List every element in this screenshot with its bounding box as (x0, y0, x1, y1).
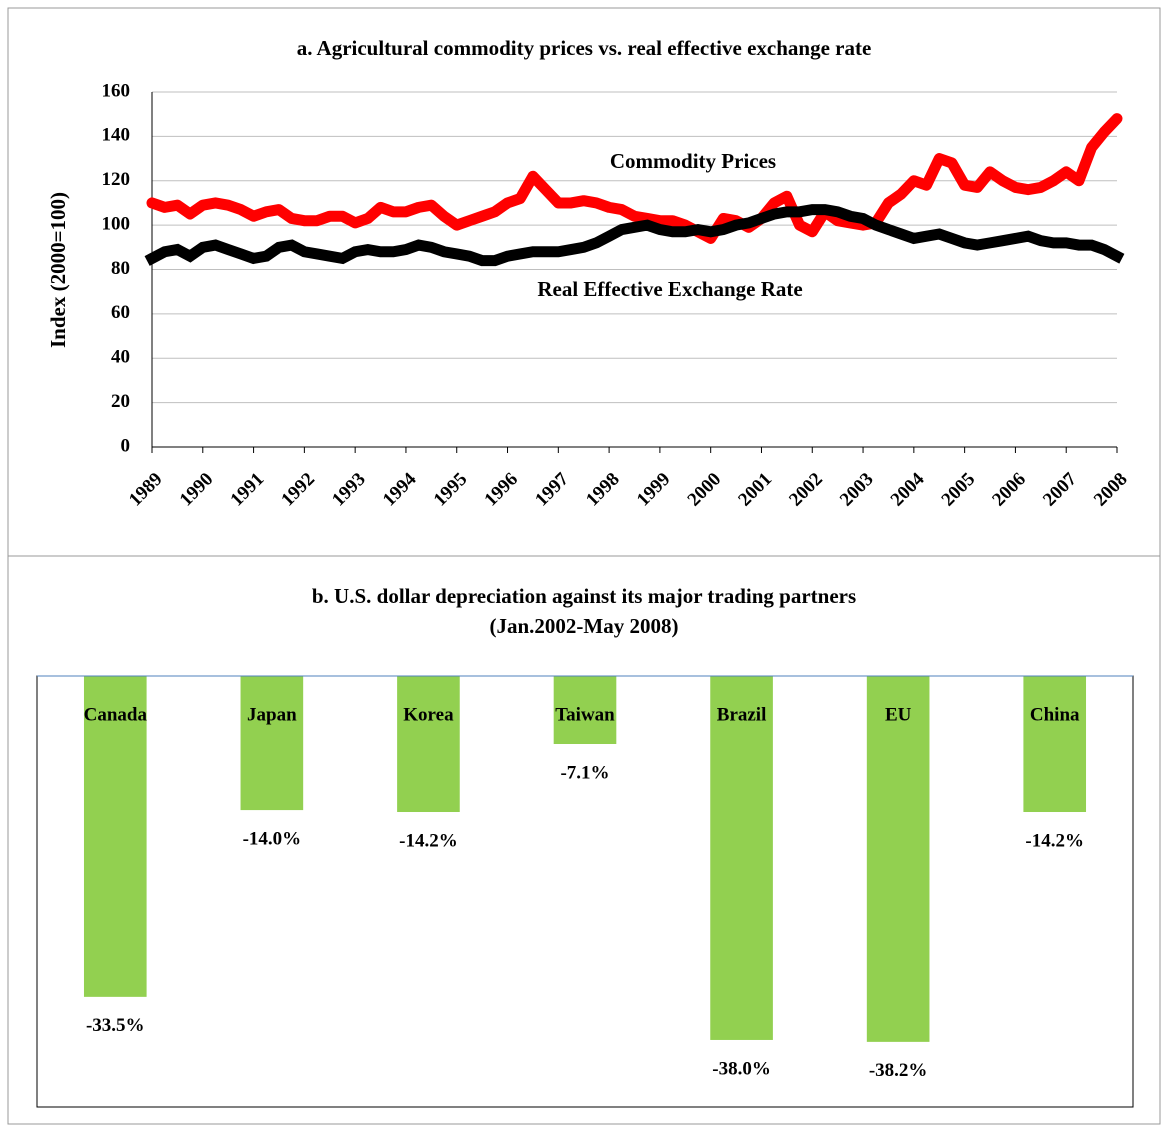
bar (240, 676, 304, 811)
value-label: -7.1% (560, 762, 609, 783)
y-tick-label: 100 (102, 213, 131, 234)
x-tick-label: 1989 (125, 469, 167, 511)
y-tick-label: 120 (102, 169, 131, 190)
value-label: -38.2% (869, 1060, 928, 1081)
y-tick-label: 160 (102, 80, 131, 101)
x-tick-label: 2001 (734, 469, 776, 511)
y-tick-label: 60 (111, 302, 130, 323)
chart-title: a. Agricultural commodity prices vs. rea… (297, 36, 872, 60)
x-tick-label: 1996 (480, 469, 522, 511)
x-tick-label: 1997 (531, 468, 573, 510)
bar (83, 676, 147, 997)
series-line (146, 113, 1123, 244)
annotation: Commodity Prices (610, 149, 776, 173)
x-tick-label: 1995 (430, 469, 472, 511)
value-label: -14.0% (243, 828, 302, 849)
x-tick-label: 1990 (176, 469, 218, 511)
x-tick-label: 2008 (1090, 469, 1132, 511)
bar (710, 676, 773, 1040)
x-tick-label: 1999 (633, 469, 675, 511)
category-label: Japan (247, 704, 297, 725)
bar (397, 676, 460, 813)
y-tick-label: 40 (111, 347, 130, 368)
category-label: Taiwan (555, 704, 615, 725)
x-tick-label: 2005 (938, 469, 980, 511)
x-tick-label: 2006 (988, 469, 1030, 511)
value-label: -33.5% (86, 1015, 145, 1036)
x-tick-label: 2007 (1039, 468, 1081, 510)
x-tick-label: 1998 (582, 469, 624, 511)
bar (553, 676, 617, 745)
x-tick-label: 1994 (379, 468, 421, 510)
chart-title: b. U.S. dollar depreciation against its … (312, 584, 856, 608)
x-tick-label: 2003 (836, 469, 878, 511)
bar (866, 676, 930, 1042)
bar (1023, 676, 1087, 813)
y-tick-label: 80 (111, 258, 130, 279)
category-label: Korea (403, 704, 454, 725)
y-tick-label: 140 (102, 125, 131, 146)
panel-b (7, 555, 1161, 1125)
series-line (144, 204, 1125, 267)
x-tick-label: 2002 (785, 469, 827, 511)
y-tick-label: 0 (121, 435, 131, 456)
value-label: -14.2% (399, 830, 458, 851)
category-label: EU (885, 704, 912, 725)
value-label: -14.2% (1025, 830, 1084, 851)
x-tick-label: 1991 (226, 469, 268, 511)
y-axis-label: Index (2000=100) (46, 192, 70, 348)
y-tick-label: 20 (111, 391, 130, 412)
x-tick-label: 2004 (887, 468, 929, 510)
x-tick-label: 1992 (277, 469, 319, 511)
chart-subtitle: (Jan.2002-May 2008) (490, 614, 679, 638)
annotation: Real Effective Exchange Rate (537, 277, 802, 301)
category-label: Brazil (717, 704, 767, 725)
x-tick-label: 1993 (328, 469, 370, 511)
x-tick-label: 2000 (684, 469, 726, 511)
value-label: -38.0% (712, 1058, 771, 1079)
category-label: Canada (84, 704, 148, 725)
category-label: China (1030, 704, 1080, 725)
